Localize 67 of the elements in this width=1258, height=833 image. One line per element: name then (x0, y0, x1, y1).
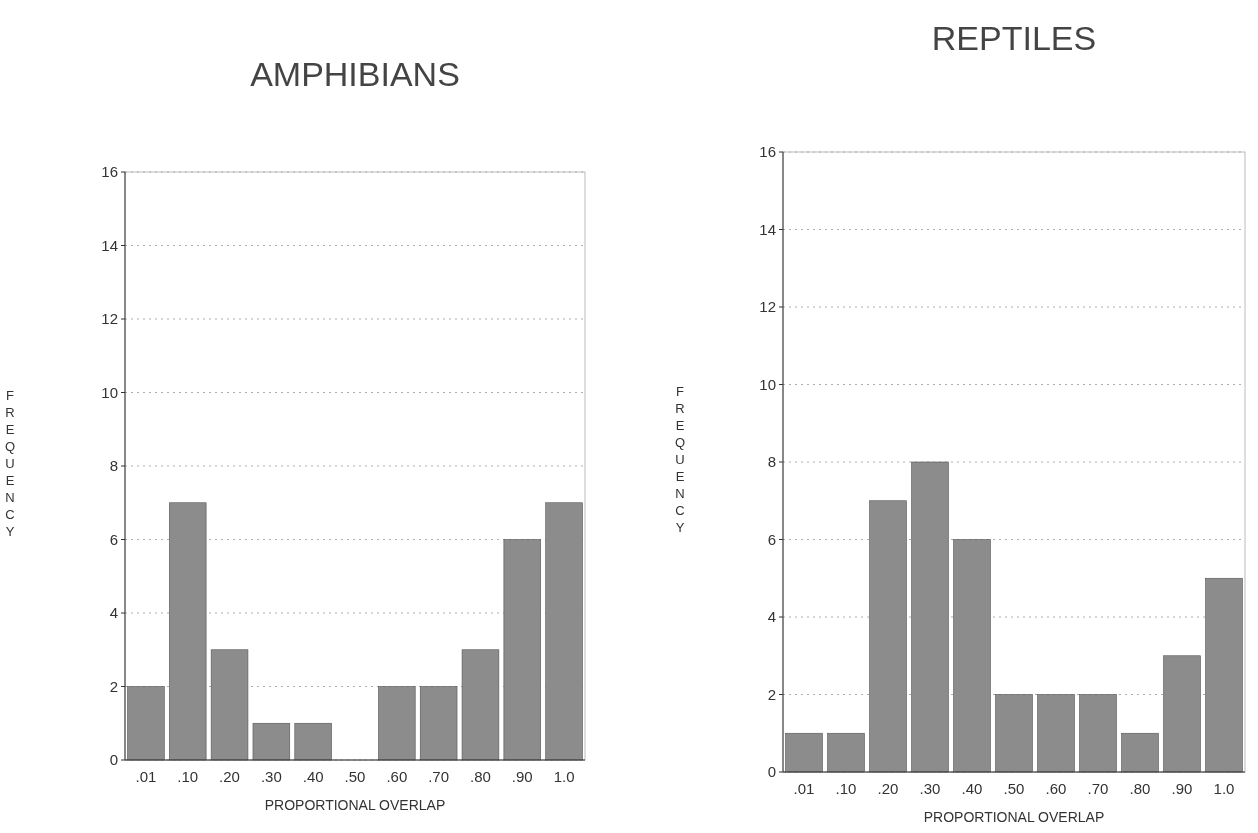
y-tick-label: 2 (109, 677, 118, 695)
y-tick-label: 6 (767, 530, 776, 548)
x-tick-label: .10 (177, 768, 199, 785)
y-tick-label: 14 (759, 220, 776, 238)
chart-title: REPTILES (931, 19, 1097, 57)
y-tick-label: 14 (101, 236, 118, 254)
x-tick-label: 1.0 (553, 768, 575, 785)
bar (461, 649, 500, 761)
y-tick-label: 8 (767, 453, 776, 471)
x-tick-label: .90 (511, 768, 533, 785)
x-tick-label: .10 (835, 780, 857, 797)
x-tick-label: .40 (961, 780, 983, 797)
y-tick-label: 0 (109, 751, 118, 769)
bar (869, 500, 907, 773)
bar (827, 732, 865, 773)
x-tick-label: .20 (219, 768, 240, 785)
x-axis-title: PROPORTIONAL OVERLAP (923, 809, 1105, 825)
y-tick-label: 6 (109, 530, 118, 548)
y-tick-label: 16 (759, 143, 776, 161)
bar (911, 461, 949, 773)
y-tick-label: 2 (767, 685, 776, 703)
text: FREQUENCY (674, 383, 686, 535)
chart-title: AMPHIBIANS (250, 55, 460, 93)
y-tick-label: 4 (109, 604, 118, 622)
y-tick-label: 16 (101, 163, 118, 181)
y-tick-label: 8 (109, 457, 118, 475)
bar (953, 539, 991, 773)
x-tick-label: .40 (302, 768, 324, 785)
bar (419, 686, 458, 761)
bar (294, 722, 332, 761)
bar (1205, 577, 1243, 773)
y-tick-label: 10 (101, 383, 118, 401)
bar (252, 722, 291, 761)
x-tick-label: .80 (470, 768, 491, 785)
bar (1037, 694, 1075, 773)
x-tick-label: .70 (428, 768, 450, 785)
x-tick-label: .90 (1171, 780, 1193, 797)
x-tick-label: .70 (1087, 780, 1109, 797)
x-tick-label: .20 (877, 780, 899, 797)
bar (169, 502, 207, 761)
y-tick-label: 10 (759, 375, 776, 393)
bar (995, 694, 1033, 773)
text: FREQUENCY (4, 387, 16, 539)
y-tick-label: 0 (767, 763, 776, 781)
x-tick-label: .01 (793, 780, 815, 797)
bar (1079, 694, 1117, 773)
x-tick-label: .60 (386, 768, 408, 785)
y-tick-label: 12 (759, 298, 776, 316)
y-tick-label: 12 (101, 310, 118, 328)
x-tick-label: .50 (1003, 780, 1025, 797)
y-tick-label: 4 (767, 608, 776, 626)
bar (210, 649, 249, 761)
bar (545, 502, 583, 761)
x-tick-label: .01 (135, 768, 157, 785)
bar (1163, 655, 1201, 773)
x-tick-label: .50 (344, 768, 366, 785)
x-tick-label: .30 (260, 768, 282, 785)
x-tick-label: .60 (1045, 780, 1067, 797)
bar (503, 539, 541, 761)
x-axis-title: PROPORTIONAL OVERLAP (264, 797, 446, 813)
x-tick-label: 1.0 (1213, 780, 1235, 797)
bar (378, 686, 416, 761)
x-tick-label: .30 (919, 780, 941, 797)
bar (1121, 732, 1159, 773)
bar (127, 686, 165, 761)
bar (785, 732, 823, 773)
x-tick-label: .80 (1129, 780, 1151, 797)
